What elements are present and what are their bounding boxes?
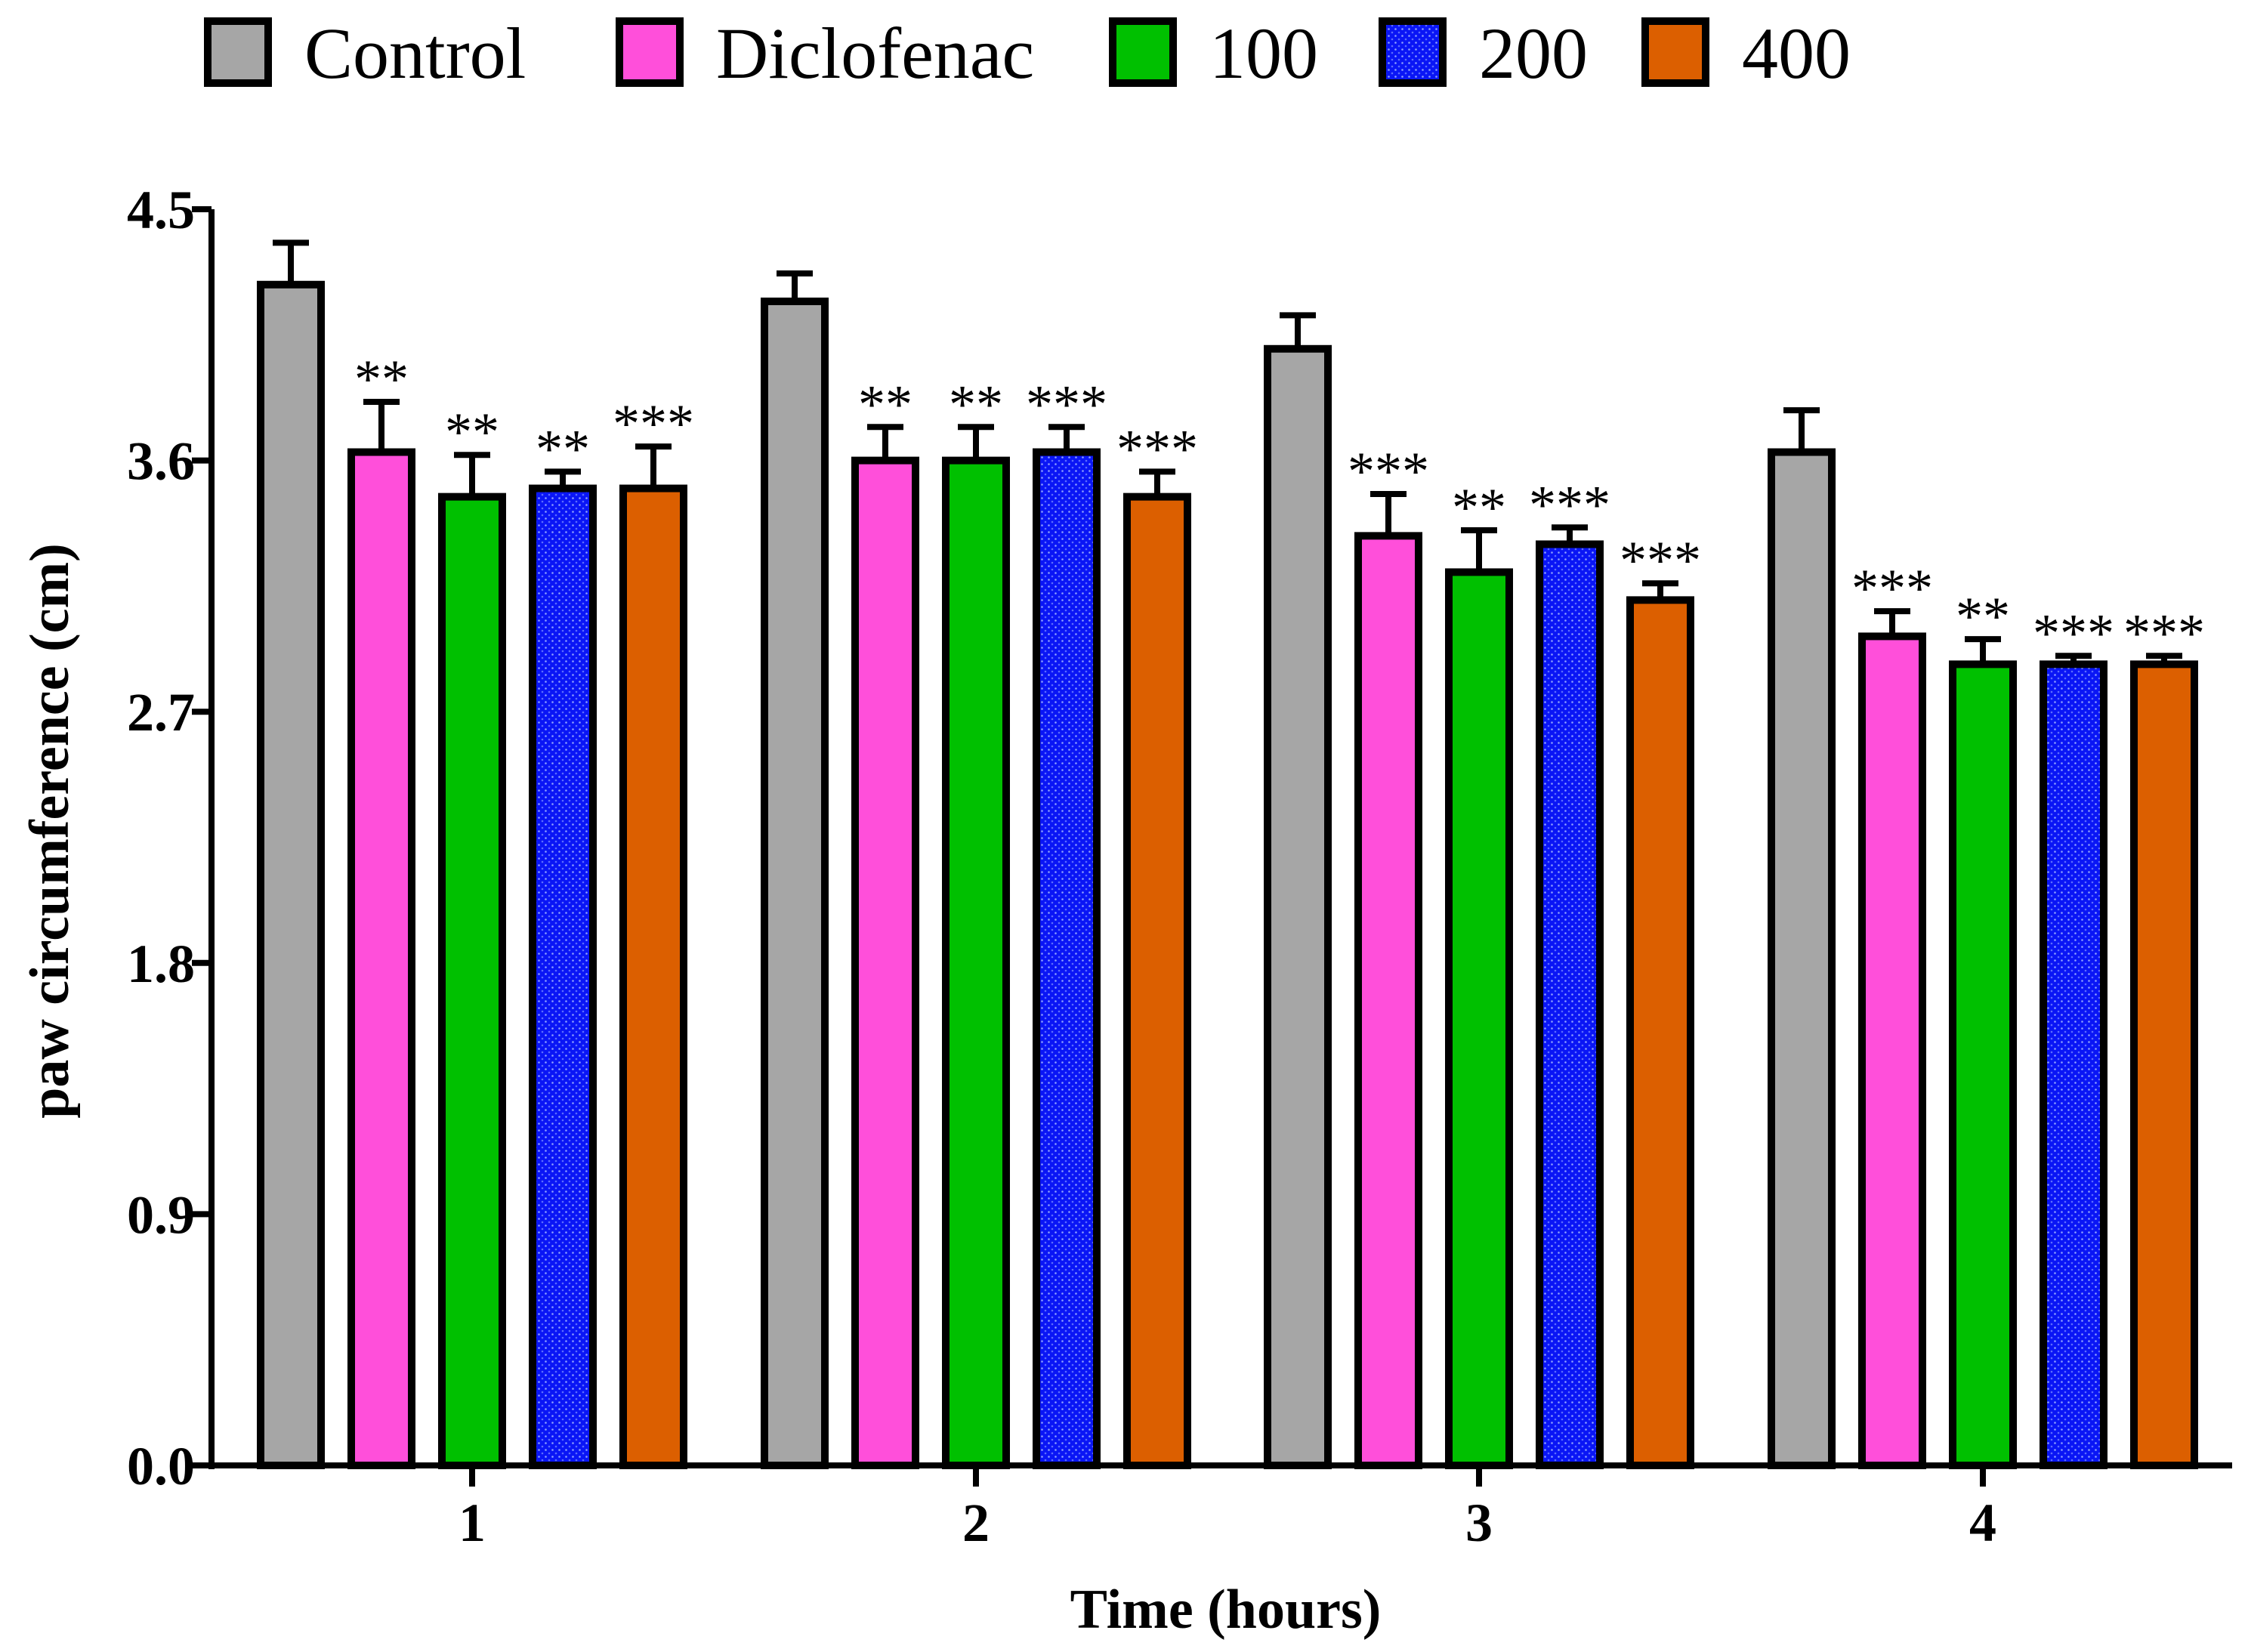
bar-200-4 — [2040, 660, 2108, 1469]
bar-diclofenac-2 — [851, 456, 919, 1469]
x-axis-title: Time (hours) — [1070, 1579, 1382, 1641]
y-tick-label: 3.6 — [127, 431, 195, 492]
bar-diclofenac-4 — [1858, 632, 1926, 1469]
bar-400-2 — [1123, 493, 1191, 1469]
bar-100-1 — [438, 493, 506, 1469]
legend-label-400: 400 — [1742, 13, 1851, 94]
bar-control-4 — [1768, 448, 1836, 1469]
bar-100-3 — [1445, 568, 1513, 1469]
x-tick-label: 3 — [1465, 1493, 1493, 1553]
plot-area: ** ********** ******************** ********… — [257, 239, 2205, 1469]
legend-swatch-200 — [1379, 17, 1447, 87]
bar-400-3 — [1626, 596, 1694, 1469]
y-tick-label: 0.9 — [127, 1184, 195, 1245]
x-tick-label: 2 — [962, 1493, 990, 1553]
legend-label-diclofenac: Diclofenac — [716, 13, 1034, 94]
significance-label: ** — [858, 374, 912, 434]
significance-label: *** — [2123, 603, 2205, 663]
bar-diclofenac-1 — [347, 448, 415, 1469]
x-tick-label: 4 — [1969, 1493, 1996, 1553]
bar-100-4 — [1949, 660, 2017, 1469]
significance-label: ** — [354, 349, 409, 409]
y-tick-label: 1.8 — [127, 934, 195, 994]
significance-label: ** — [1956, 586, 2010, 647]
significance-label: *** — [1851, 558, 1933, 619]
x-tick-label: 1 — [459, 1493, 486, 1553]
axes: 0.0 0.9 1.8 2.7 3.6 4.5 1 2 3 4 Time (hours) paw ci… — [19, 180, 2232, 1641]
bar-diclofenac-3 — [1354, 532, 1422, 1469]
significance-label: *** — [613, 394, 694, 454]
significance-label: *** — [1620, 530, 1701, 591]
legend-label-100: 100 — [1209, 13, 1318, 94]
significance-label: *** — [1529, 474, 1610, 535]
legend-label-control: Control — [304, 13, 526, 94]
significance-label: *** — [1116, 418, 1198, 479]
bar-400-4 — [2130, 660, 2198, 1469]
y-tick-label: 0.0 — [127, 1436, 195, 1496]
significance-label: ** — [949, 374, 1003, 434]
significance-label: ** — [445, 402, 499, 462]
bar-control-3 — [1264, 344, 1332, 1469]
significance-label: *** — [1348, 441, 1429, 502]
legend-swatch-400 — [1641, 17, 1709, 87]
bar-400-1 — [619, 484, 687, 1469]
legend-swatch-100 — [1109, 17, 1177, 87]
bar-200-3 — [1536, 540, 1604, 1469]
legend-swatch-control — [204, 17, 272, 87]
bar-200-1 — [529, 484, 597, 1469]
y-tick-label: 4.5 — [127, 180, 195, 240]
significance-label: *** — [2033, 603, 2114, 663]
y-axis-title: paw circumference (cm) — [19, 543, 81, 1119]
bar-200-2 — [1033, 448, 1101, 1469]
significance-label: ** — [1452, 477, 1506, 538]
bar-control-2 — [761, 297, 829, 1469]
legend: Control Diclofenac 100 200 400 — [204, 13, 1851, 94]
significance-label: ** — [536, 418, 590, 479]
y-tick-label: 2.7 — [127, 682, 195, 743]
bar-100-2 — [942, 456, 1010, 1469]
legend-swatch-diclofenac — [616, 17, 684, 87]
significance-label: *** — [1026, 374, 1107, 434]
legend-label-200: 200 — [1479, 13, 1588, 94]
bar-control-1 — [257, 280, 325, 1469]
